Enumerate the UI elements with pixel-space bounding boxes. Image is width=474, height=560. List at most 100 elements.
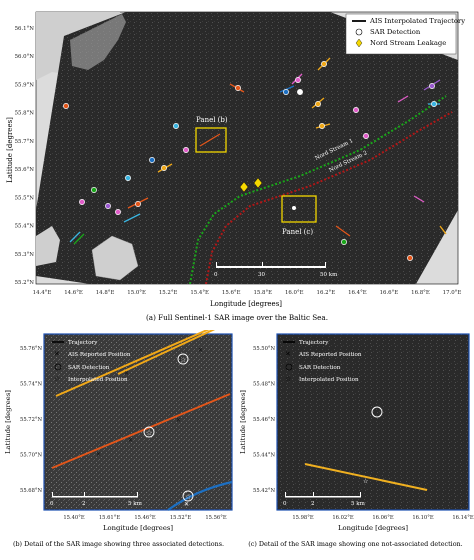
tick-label: 55.50°N bbox=[253, 346, 275, 352]
svg-text:✕: ✕ bbox=[128, 437, 133, 444]
tick-label: 55.6°N bbox=[15, 167, 35, 173]
svg-text:☆: ☆ bbox=[285, 375, 291, 383]
tick-label: 55.5°N bbox=[15, 195, 35, 201]
svg-text:☆: ☆ bbox=[185, 493, 191, 501]
svg-text:50 km: 50 km bbox=[320, 272, 338, 278]
tick-label: 55.72°N bbox=[20, 417, 42, 423]
pipe-ns2 bbox=[205, 111, 453, 285]
ais-markers: ✕ ✕ ✕ ✕ ✕ ✕ ✕ bbox=[96, 347, 203, 508]
y-tick-labels: 55.50°N 55.48°N 55.46°N 55.44°N 55.42°N bbox=[253, 346, 275, 494]
y-axis-label: Latitude [degrees] bbox=[6, 117, 14, 183]
figure-c: ☆ ✕ ☆ Trajectory AIS Reported Position S… bbox=[237, 330, 474, 556]
unassociated-detection bbox=[371, 406, 383, 418]
tick-label: 15.2°E bbox=[159, 290, 178, 296]
tick-label: 55.48°N bbox=[253, 382, 275, 388]
tick-label: 15.0°E bbox=[127, 290, 146, 296]
svg-text:0: 0 bbox=[283, 501, 287, 507]
svg-text:☆: ☆ bbox=[146, 429, 152, 437]
legend-item: SAR Detection bbox=[68, 365, 110, 371]
tick-label: 55.8°N bbox=[15, 111, 35, 117]
tick-label: 55.4°N bbox=[15, 224, 35, 230]
tick-label: 56.1°N bbox=[15, 26, 35, 32]
tick-label: 55.76°N bbox=[20, 346, 42, 352]
svg-text:5 km: 5 km bbox=[351, 501, 366, 507]
tick-label: 55.9°N bbox=[15, 82, 35, 88]
tick-label: 55.2°N bbox=[15, 280, 35, 286]
tick-label: 17.0°E bbox=[443, 290, 462, 296]
panel-c-label: Panel (c) bbox=[282, 228, 313, 236]
tick-label: 15.6°E bbox=[222, 290, 241, 296]
panel-b-frame bbox=[43, 333, 233, 511]
svg-text:☆: ☆ bbox=[363, 478, 368, 485]
panel-b-label: Panel (b) bbox=[196, 116, 228, 124]
leak-marker bbox=[253, 177, 263, 189]
svg-text:✕: ✕ bbox=[124, 370, 129, 377]
scale-bar: 0 30 50 km bbox=[214, 262, 338, 278]
y-axis-label: Latitude [degrees] bbox=[4, 390, 12, 454]
figure-c-map: ☆ ✕ ☆ Trajectory AIS Reported Position S… bbox=[239, 333, 474, 532]
svg-text:✕: ✕ bbox=[198, 347, 203, 354]
tick-label: 15.8°E bbox=[253, 290, 272, 296]
legend-item: AIS Reported Position bbox=[298, 352, 362, 358]
tick-label: 15.46°E bbox=[134, 515, 155, 521]
tick-label: 14.4°E bbox=[33, 290, 52, 296]
track-blue bbox=[167, 480, 233, 511]
caption-b: (b) Detail of the SAR image showing thre… bbox=[12, 540, 225, 548]
x-tick-labels: 15.40°E 15.61°E 15.46°E 15.52°E 15.56°E bbox=[63, 515, 226, 521]
figure-b-map: ✕ ✕ ✕ ✕ ✕ ✕ ✕ ☆ ☆ ☆ ✕ ☆ Trajectory AIS Reporte… bbox=[4, 319, 233, 532]
legend-item: AIS Reported Position bbox=[67, 352, 131, 358]
scale-bar: 0 2 5 km bbox=[283, 492, 366, 507]
tick-label: 55.74°N bbox=[20, 382, 42, 388]
scale-bar: 0 2 5 km bbox=[50, 492, 143, 507]
svg-text:☆: ☆ bbox=[180, 356, 186, 364]
legend-item: SAR Detection bbox=[370, 28, 421, 36]
tick-label: 55.68°N bbox=[20, 488, 42, 494]
svg-text:☆: ☆ bbox=[54, 375, 60, 383]
svg-text:✕: ✕ bbox=[54, 350, 60, 358]
tick-label: 14.6°E bbox=[64, 290, 83, 296]
svg-text:5 km: 5 km bbox=[128, 501, 143, 507]
svg-text:✕: ✕ bbox=[176, 417, 181, 424]
legend-item: Nord Stream Leakage bbox=[370, 39, 446, 47]
ship-tracks bbox=[63, 57, 447, 261]
svg-text:2: 2 bbox=[82, 501, 86, 507]
svg-text:0: 0 bbox=[50, 501, 54, 507]
svg-text:30: 30 bbox=[258, 272, 265, 278]
tick-label: 56.0°N bbox=[15, 54, 35, 60]
legend-item: Trajectory bbox=[299, 340, 329, 346]
svg-text:✕: ✕ bbox=[96, 451, 101, 458]
tick-label: 16.2°E bbox=[317, 290, 336, 296]
legend-c: ✕ ☆ Trajectory AIS Reported Position SAR… bbox=[283, 340, 362, 383]
tick-label: 15.61°E bbox=[99, 515, 120, 521]
tick-label: 16.06°E bbox=[372, 515, 393, 521]
caption-c: (c) Detail of the SAR image showing one … bbox=[248, 540, 463, 548]
tick-label: 15.4°E bbox=[190, 290, 209, 296]
x-tick-labels: 15.98°E 16.02°E 16.06°E 16.10°E 16.14°E bbox=[292, 515, 473, 521]
legend-a: AIS Interpolated Trajectory SAR Detectio… bbox=[345, 13, 465, 55]
track-orange bbox=[51, 393, 231, 469]
tick-label: 16.0°E bbox=[285, 290, 304, 296]
island bbox=[91, 235, 139, 281]
svg-text:✕: ✕ bbox=[178, 355, 185, 364]
legend-item: AIS Interpolated Trajectory bbox=[369, 17, 465, 25]
tick-label: 16.10°E bbox=[412, 515, 433, 521]
legend-b: ✕ ☆ Trajectory AIS Reported Position SAR… bbox=[52, 340, 131, 383]
x-tick-labels: 14.4°E 14.6°E 14.8°E 15.0°E 15.2°E 15.4°E 15.6… bbox=[33, 290, 462, 296]
tick-label: 16.8°E bbox=[411, 290, 430, 296]
tick-label: 16.6°E bbox=[380, 290, 399, 296]
interp-markers: ☆ ☆ ☆ bbox=[146, 356, 191, 501]
tick-label: 15.52°E bbox=[170, 515, 191, 521]
svg-text:✕: ✕ bbox=[285, 350, 291, 358]
sar-swath bbox=[36, 12, 458, 284]
figure-a: Nord Stream 1 Nord Stream 2 Panel (b) Pa… bbox=[6, 11, 465, 322]
tick-label: 15.56°E bbox=[205, 515, 226, 521]
figure-b: ✕ ✕ ✕ ✕ ✕ ✕ ✕ ☆ ☆ ☆ ✕ ☆ Trajectory AIS Reporte… bbox=[0, 319, 237, 556]
pipe-ns1 bbox=[189, 95, 447, 285]
y-axis-label: Latitude [degrees] bbox=[239, 390, 247, 454]
panel-b-box bbox=[195, 127, 227, 153]
svg-text:0: 0 bbox=[214, 272, 218, 278]
tick-label: 55.42°N bbox=[253, 488, 275, 494]
tick-label: 55.44°N bbox=[253, 453, 275, 459]
svg-text:2: 2 bbox=[311, 501, 315, 507]
tick-label: 14.8°E bbox=[96, 290, 115, 296]
